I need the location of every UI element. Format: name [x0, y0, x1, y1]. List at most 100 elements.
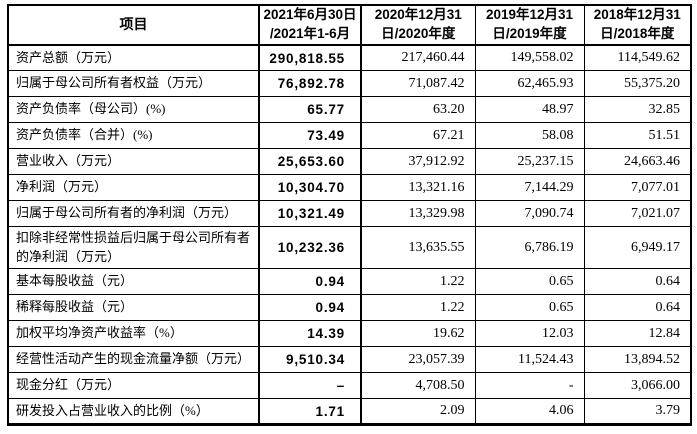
- table-row-debt-ratio-consolidated: 资产负债率（合并）(%) 73.49 67.21 58.08 51.51: [7, 122, 692, 150]
- cell-value-2018: 55,375.20: [583, 70, 692, 98]
- table-row-net-profit-excl-nonrecurring: 扣除非经常性损益后归属于母公司所有者的净利润（万元） 10,232.36 13,…: [7, 226, 692, 270]
- row-label: 加权平均净资产收益率（%）: [7, 320, 260, 348]
- cell-value-2021: 0.94: [258, 294, 362, 322]
- cell-value-2020: 37,912.92: [360, 148, 476, 176]
- cell-value-2018: 3.79: [583, 398, 692, 426]
- row-label: 研发投入占营业收入的比例（%）: [7, 398, 260, 426]
- cell-value-2020: 23,057.39: [360, 346, 476, 374]
- cell-value-2019: 0.65: [474, 294, 585, 322]
- cell-value-2018: 51.51: [583, 122, 692, 150]
- cell-value-2021: 73.49: [258, 122, 362, 150]
- header-col-2019-line1: 2019年12月31: [485, 7, 574, 22]
- cell-value-2018: 0.64: [583, 268, 692, 296]
- cell-value-2020: 1.22: [360, 268, 476, 296]
- cell-value-2020: 13,635.55: [360, 226, 476, 270]
- cell-value-2018: 32.85: [583, 96, 692, 124]
- header-col-2021: 2021年6月30日 /2021年1-6月: [258, 4, 362, 46]
- table-row-parent-equity: 归属于母公司所有者权益（万元） 76,892.78 71,087.42 62,4…: [7, 70, 692, 98]
- row-label: 营业收入（万元）: [7, 148, 260, 176]
- financial-summary-table: 项目 2021年6月30日 /2021年1-6月 2020年12月31 日/20…: [7, 4, 692, 427]
- table-row-total-assets: 资产总额（万元） 290,818.55 217,460.44 149,558.0…: [7, 44, 692, 72]
- row-label: 稀释每股收益（元）: [7, 294, 260, 322]
- cell-value-2018: 3,066.00: [583, 372, 692, 400]
- cell-value-2020: 13,329.98: [360, 200, 476, 228]
- table-row-rd-ratio: 研发投入占营业收入的比例（%） 1.71 2.09 4.06 3.79: [7, 398, 692, 426]
- row-label: 资产负债率（合并）(%): [7, 122, 260, 150]
- cell-value-2021: 1.71: [258, 398, 362, 426]
- cell-value-2020: 2.09: [360, 398, 476, 426]
- cell-value-2018: 13,894.52: [583, 346, 692, 374]
- cell-value-2019: 149,558.02: [474, 44, 585, 72]
- header-col-2020-line2: 日/2020年度: [381, 25, 456, 41]
- cell-value-2019: 4.06: [474, 398, 585, 426]
- cell-value-2018: 7,077.01: [583, 174, 692, 202]
- row-label: 扣除非经常性损益后归属于母公司所有者的净利润（万元）: [7, 226, 260, 270]
- cell-value-2019: 58.08: [474, 122, 585, 150]
- cell-value-2018: 7,021.07: [583, 200, 692, 228]
- cell-value-2018: 6,949.17: [583, 226, 692, 270]
- cell-value-2019: 11,524.43: [474, 346, 585, 374]
- table-row-weighted-roe: 加权平均净资产收益率（%） 14.39 19.62 12.03 12.84: [7, 320, 692, 348]
- row-label: 资产负债率（母公司）(%): [7, 96, 260, 124]
- header-col-2019-line2: 日/2019年度: [492, 25, 567, 41]
- header-col-2020: 2020年12月31 日/2020年度: [360, 4, 476, 46]
- cell-value-2018: 114,549.62: [583, 44, 692, 72]
- header-col-2021-line2: /2021年1-6月: [269, 25, 351, 41]
- header-col-2020-line1: 2020年12月31: [374, 7, 462, 22]
- cell-value-2020: 63.20: [360, 96, 476, 124]
- cell-value-2021: 9,510.34: [258, 346, 362, 374]
- cell-value-2020: 217,460.44: [360, 44, 476, 72]
- table-row-net-profit: 净利润（万元） 10,304.70 13,321.16 7,144.29 7,0…: [7, 174, 692, 202]
- cell-value-2018: 12.84: [583, 320, 692, 348]
- header-col-2018-line2: 日/2018年度: [600, 25, 675, 41]
- cell-value-2021: 14.39: [258, 320, 362, 348]
- row-label: 归属于母公司所有者的净利润（万元）: [7, 200, 260, 228]
- cell-value-2019: 7,090.74: [474, 200, 585, 228]
- cell-value-2021: 10,304.70: [258, 174, 362, 202]
- row-label: 现金分红（万元）: [7, 372, 260, 400]
- cell-value-2020: 67.21: [360, 122, 476, 150]
- cell-value-2021: 10,232.36: [258, 226, 362, 270]
- cell-value-2019: 0.65: [474, 268, 585, 296]
- cell-value-2021: 25,653.60: [258, 148, 362, 176]
- table-row-revenue: 营业收入（万元） 25,653.60 37,912.92 25,237.15 2…: [7, 148, 692, 176]
- cell-value-2020: 1.22: [360, 294, 476, 322]
- cell-value-2019: 48.97: [474, 96, 585, 124]
- header-row: 项目 2021年6月30日 /2021年1-6月 2020年12月31 日/20…: [7, 4, 692, 46]
- cell-value-2021: –: [258, 372, 362, 400]
- cell-value-2020: 71,087.42: [360, 70, 476, 98]
- table-row-diluted-eps: 稀释每股收益（元） 0.94 1.22 0.65 0.64: [7, 294, 692, 322]
- cell-value-2019: 62,465.93: [474, 70, 585, 98]
- cell-value-2019: 25,237.15: [474, 148, 585, 176]
- table-row-operating-cash-flow: 经营性活动产生的现金流量净额（万元） 9,510.34 23,057.39 11…: [7, 346, 692, 374]
- header-col-2019: 2019年12月31 日/2019年度: [474, 4, 585, 46]
- header-item: 项目: [7, 4, 260, 46]
- cell-value-2020: 13,321.16: [360, 174, 476, 202]
- cell-value-2021: 290,818.55: [258, 44, 362, 72]
- cell-value-2019: 7,144.29: [474, 174, 585, 202]
- cell-value-2019: 6,786.19: [474, 226, 585, 270]
- cell-value-2021: 76,892.78: [258, 70, 362, 98]
- cell-value-2019: 12.03: [474, 320, 585, 348]
- table-row-cash-dividend: 现金分红（万元） – 4,708.50 - 3,066.00: [7, 372, 692, 400]
- table-row-debt-ratio-parent: 资产负债率（母公司）(%) 65.77 63.20 48.97 32.85: [7, 96, 692, 124]
- header-col-2021-line1: 2021年6月30日: [263, 7, 357, 22]
- row-label: 基本每股收益（元）: [7, 268, 260, 296]
- header-col-2018: 2018年12月31 日/2018年度: [583, 4, 692, 46]
- cell-value-2019: -: [474, 372, 585, 400]
- table-row-basic-eps: 基本每股收益（元） 0.94 1.22 0.65 0.64: [7, 268, 692, 296]
- cell-value-2018: 0.64: [583, 294, 692, 322]
- cell-value-2020: 19.62: [360, 320, 476, 348]
- row-label: 经营性活动产生的现金流量净额（万元）: [7, 346, 260, 374]
- header-col-2018-line1: 2018年12月31: [593, 7, 681, 22]
- cell-value-2021: 10,321.49: [258, 200, 362, 228]
- row-label: 净利润（万元）: [7, 174, 260, 202]
- cell-value-2021: 0.94: [258, 268, 362, 296]
- cell-value-2020: 4,708.50: [360, 372, 476, 400]
- cell-value-2021: 65.77: [258, 96, 362, 124]
- cell-value-2018: 24,663.46: [583, 148, 692, 176]
- row-label: 资产总额（万元）: [7, 44, 260, 72]
- table-row-net-profit-parent: 归属于母公司所有者的净利润（万元） 10,321.49 13,329.98 7,…: [7, 200, 692, 228]
- row-label: 归属于母公司所有者权益（万元）: [7, 70, 260, 98]
